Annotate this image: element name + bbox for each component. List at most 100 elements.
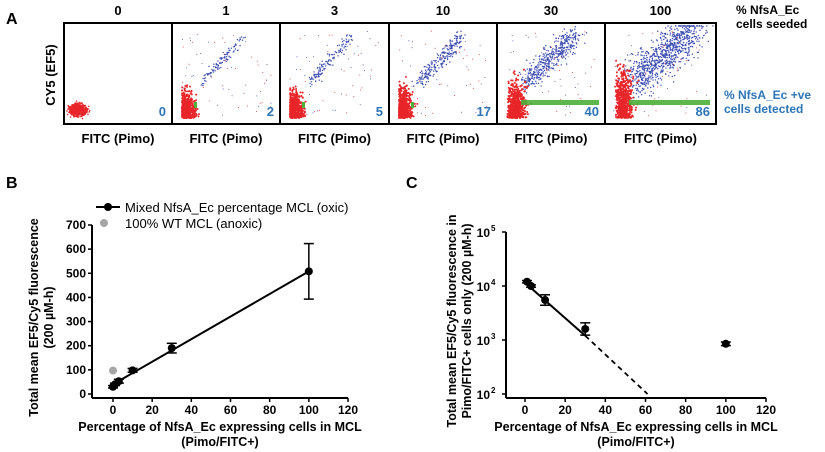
negative-event xyxy=(74,104,76,107)
scattered-event xyxy=(345,94,347,96)
positive-event xyxy=(323,67,325,70)
positive-event xyxy=(526,80,528,82)
scattered-event xyxy=(615,66,617,68)
positive-event xyxy=(693,33,695,35)
negative-event xyxy=(408,107,411,110)
positive-event xyxy=(661,67,664,69)
negative-event xyxy=(513,88,516,91)
positive-event xyxy=(535,82,538,84)
positive-event xyxy=(672,36,675,38)
positive-event xyxy=(345,38,348,40)
scattered-event xyxy=(257,105,259,107)
positive-event xyxy=(569,34,571,36)
positive-event xyxy=(651,72,654,75)
positive-event xyxy=(631,68,633,71)
positive-event xyxy=(555,56,558,58)
positive-event xyxy=(550,59,553,61)
positive-event xyxy=(439,57,441,60)
positive-event xyxy=(324,63,326,65)
positive-event xyxy=(328,63,331,66)
positive-event xyxy=(420,78,422,80)
positive-event xyxy=(702,26,704,28)
scattered-event xyxy=(222,37,224,39)
positive-event xyxy=(556,58,559,61)
negative-event xyxy=(70,105,72,108)
positive-event xyxy=(654,61,656,63)
positive-event xyxy=(668,75,670,77)
positive-event xyxy=(650,75,652,77)
positive-event xyxy=(228,49,230,51)
positive-event xyxy=(640,82,642,84)
negative-event xyxy=(510,107,513,110)
negative-event xyxy=(189,114,192,117)
positive-event xyxy=(547,58,549,60)
scattered-event xyxy=(228,89,230,91)
positive-event xyxy=(543,65,546,67)
positive-event xyxy=(539,68,542,70)
positive-event xyxy=(648,95,651,97)
positive-event xyxy=(427,78,430,80)
negative-event xyxy=(289,116,292,119)
scattered-event xyxy=(192,41,194,43)
positive-event xyxy=(566,46,568,48)
negative-event xyxy=(403,86,406,89)
negative-event xyxy=(182,111,185,114)
positive-event xyxy=(217,64,220,67)
negative-event xyxy=(76,107,79,110)
positive-event xyxy=(657,44,660,46)
negative-event xyxy=(398,84,401,87)
positive-event xyxy=(531,80,534,83)
positive-event xyxy=(424,69,427,71)
negative-event xyxy=(506,97,509,100)
positive-event xyxy=(322,63,325,65)
positive-event xyxy=(637,68,639,70)
positive-event xyxy=(575,42,577,44)
positive-event xyxy=(636,72,639,74)
gate-band xyxy=(302,102,305,108)
positive-event xyxy=(660,43,662,46)
positive-event xyxy=(562,52,564,55)
negative-event xyxy=(79,104,82,107)
scattered-event xyxy=(216,104,218,106)
negative-event xyxy=(190,90,193,93)
positive-event xyxy=(674,42,676,44)
positive-event xyxy=(660,50,662,53)
scattered-event xyxy=(410,65,412,67)
positive-event xyxy=(540,63,542,66)
positive-event xyxy=(311,76,313,78)
positive-event xyxy=(669,49,672,51)
positive-event xyxy=(640,62,643,64)
positive-event xyxy=(706,31,708,33)
positive-event xyxy=(223,56,225,59)
positive-event xyxy=(341,49,344,52)
negative-event xyxy=(187,95,190,98)
positive-event xyxy=(339,50,342,53)
scattered-event xyxy=(577,83,579,85)
negative-event xyxy=(295,87,298,90)
positive-event xyxy=(665,27,667,29)
negative-event xyxy=(79,113,82,115)
negative-event xyxy=(512,84,515,87)
negative-event xyxy=(71,112,73,115)
positive-event xyxy=(680,32,683,34)
negative-event xyxy=(187,116,190,119)
positive-event xyxy=(653,54,655,56)
positive-event xyxy=(701,46,703,48)
positive-event xyxy=(217,60,219,62)
positive-event xyxy=(328,55,331,57)
positive-event xyxy=(640,94,643,96)
positive-event xyxy=(639,72,641,75)
negative-event xyxy=(300,109,303,112)
positive-event xyxy=(439,56,441,58)
positive-event xyxy=(423,86,425,88)
negative-event xyxy=(293,95,296,98)
negative-event xyxy=(401,114,404,117)
positive-event xyxy=(660,56,663,59)
positive-event xyxy=(244,36,246,39)
positive-event xyxy=(236,49,239,52)
positive-event xyxy=(646,70,649,72)
positive-event xyxy=(205,80,207,83)
positive-event xyxy=(673,58,676,61)
positive-event xyxy=(664,55,666,57)
positive-event xyxy=(695,36,698,39)
